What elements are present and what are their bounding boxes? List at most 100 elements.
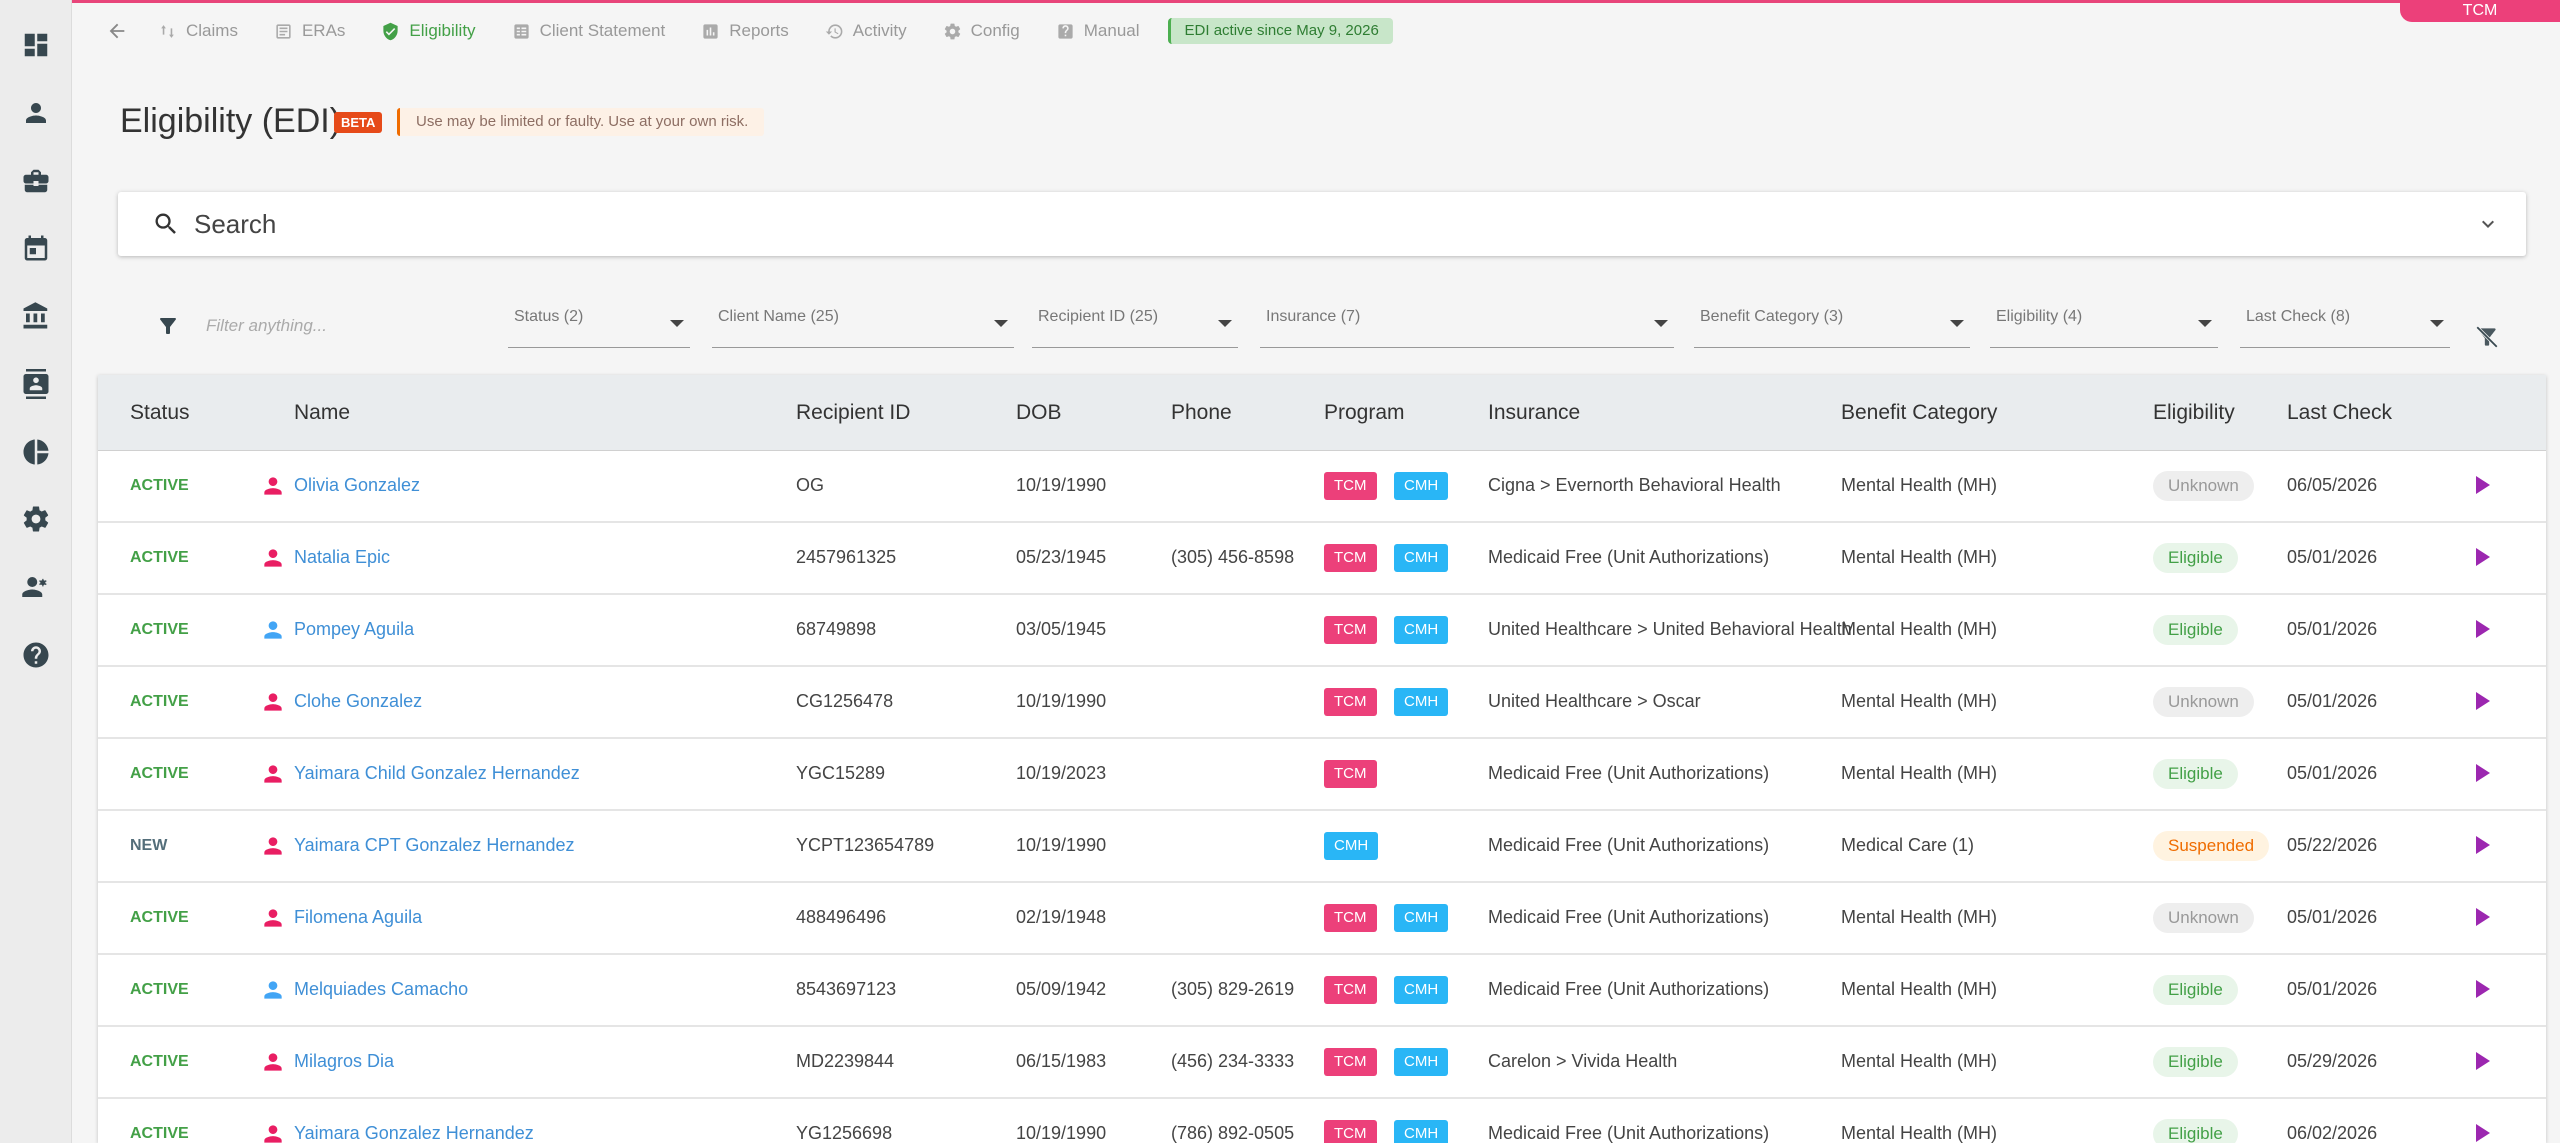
tab-reports[interactable]: Reports (701, 21, 789, 41)
phone: (456) 234-3333 (1171, 1051, 1295, 1071)
table-row[interactable]: ACTIVE Melquiades Camacho 8543697123 05/09/… (98, 955, 2546, 1027)
play-icon[interactable] (2476, 908, 2490, 926)
column-header-last-check[interactable]: Last Check (2287, 401, 2393, 424)
pie-chart-icon[interactable] (18, 434, 54, 470)
dropdown-arrow-icon (1654, 320, 1668, 327)
dob: 10/19/1990 (1016, 691, 1107, 711)
client-name-link[interactable]: Filomena Aguila (294, 907, 423, 927)
benefit-category-filter-select[interactable]: Benefit Category (3) (1694, 298, 1970, 348)
tab-label: Claims (186, 21, 238, 40)
program-tag: CMH (1324, 832, 1379, 860)
person-icon (260, 761, 286, 787)
tab-claims[interactable]: Claims (158, 21, 238, 41)
client-name-link[interactable]: Yaimara CPT Gonzalez Hernandez (294, 835, 575, 855)
column-header-phone[interactable]: Phone (1171, 401, 1232, 424)
insurance-filter-select[interactable]: Insurance (7) (1260, 298, 1674, 348)
last-check-date: 05/01/2026 (2287, 907, 2378, 927)
column-header-status[interactable]: Status (130, 401, 190, 424)
table-row[interactable]: ACTIVE Pompey Aguila 68749898 03/05/1945 TCM… (98, 595, 2546, 667)
recipient-id: YG1256698 (796, 1123, 893, 1143)
tab-activity[interactable]: Activity (825, 21, 907, 41)
play-icon[interactable] (2476, 836, 2490, 854)
top-accent-line (0, 0, 2560, 3)
tab-manual[interactable]: Manual (1056, 21, 1140, 41)
tab-client-statement[interactable]: Client Statement (512, 21, 665, 41)
calendar-icon[interactable] (18, 230, 54, 266)
person-icon (260, 1049, 286, 1075)
insurance: Medicaid Free (Unit Authorizations) (1488, 1123, 1770, 1143)
table-row[interactable]: ACTIVE Filomena Aguila 488496496 02/19/1948… (98, 883, 2546, 955)
program-tag: TCM (1324, 616, 1377, 644)
table-row[interactable]: ACTIVE Yaimara Gonzalez Hernandez YG125669… (98, 1099, 2546, 1143)
status-filter-select[interactable]: Status (2) (508, 298, 690, 348)
play-icon[interactable] (2476, 548, 2490, 566)
column-header-recipient-id[interactable]: Recipient ID (796, 401, 911, 424)
recipient-id: OG (796, 475, 825, 495)
program-tag: TCM (1324, 472, 1377, 500)
column-header-program[interactable]: Program (1324, 401, 1405, 424)
table-row[interactable]: NEW Yaimara CPT Gonzalez Hernandez YCPT123… (98, 811, 2546, 883)
person-icon (260, 977, 286, 1003)
clear-filters-icon[interactable] (2474, 324, 2500, 350)
client-name-link[interactable]: Clohe Gonzalez (294, 691, 423, 711)
tab-eras[interactable]: ERAs (274, 21, 345, 41)
help-icon[interactable] (18, 637, 54, 673)
tab-config[interactable]: Config (943, 21, 1020, 41)
column-header-insurance[interactable]: Insurance (1488, 401, 1581, 424)
person-icon (260, 689, 286, 715)
play-icon[interactable] (2476, 1052, 2490, 1070)
last-check-filter-select[interactable]: Last Check (8) (2240, 298, 2450, 348)
recipient-id-filter-select[interactable]: Recipient ID (25) (1032, 298, 1238, 348)
table-row[interactable]: ACTIVE Olivia Gonzalez OG 10/19/1990 TCM CMH C… (98, 451, 2546, 523)
dropdown-arrow-icon (1218, 320, 1232, 327)
dob: 10/19/1990 (1016, 475, 1107, 495)
column-header-benefit-category[interactable]: Benefit Category (1841, 401, 1998, 424)
play-icon[interactable] (2476, 692, 2490, 710)
briefcase-icon[interactable] (18, 163, 54, 199)
program-corner-tab[interactable]: TCM (2400, 0, 2560, 22)
play-icon[interactable] (2476, 1124, 2490, 1142)
gear-icon[interactable] (18, 501, 54, 537)
client-name-link[interactable]: Melquiades Camacho (294, 979, 469, 999)
person-icon[interactable] (18, 95, 54, 131)
help-book-icon (1058, 23, 1073, 39)
back-arrow-icon[interactable] (100, 14, 134, 48)
contact-card-icon[interactable] (18, 366, 54, 402)
play-icon[interactable] (2476, 764, 2490, 782)
manage-users-icon[interactable] (18, 569, 54, 605)
play-icon[interactable] (2476, 476, 2490, 494)
search-input[interactable]: Search (194, 208, 277, 239)
search-icon (152, 210, 180, 238)
tab-label: Activity (852, 21, 907, 40)
client-name-link[interactable]: Natalia Epic (294, 547, 391, 567)
benefit-category: Mental Health (MH) (1841, 763, 1998, 783)
client-name-link[interactable]: Pompey Aguila (294, 619, 415, 639)
search-bar[interactable]: Search (118, 192, 2526, 256)
recipient-id: 2457961325 (796, 547, 897, 567)
column-header-name[interactable]: Name (294, 401, 351, 424)
dashboard-icon[interactable] (18, 27, 54, 63)
recipient-id: YCPT123654789 (796, 835, 935, 855)
client-name-link[interactable]: Olivia Gonzalez (294, 475, 421, 495)
filter-input[interactable]: Filter anything... (206, 316, 327, 335)
benefit-category: Mental Health (MH) (1841, 1051, 1998, 1071)
eligibility-filter-select[interactable]: Eligibility (4) (1990, 298, 2218, 348)
bank-icon[interactable] (18, 298, 54, 334)
person-icon (260, 617, 286, 643)
client-name-link[interactable]: Yaimara Gonzalez Hernandez (294, 1123, 534, 1143)
table-row[interactable]: ACTIVE Natalia Epic 2457961325 05/23/1945 (3… (98, 523, 2546, 595)
tab-eligibility[interactable]: Eligibility (381, 21, 476, 41)
table-row[interactable]: ACTIVE Yaimara Child Gonzalez Hernandez YG… (98, 739, 2546, 811)
column-header-eligibility[interactable]: Eligibility (2153, 401, 2235, 424)
chevron-down-icon[interactable] (2476, 212, 2500, 236)
insurance: Cigna > Evernorth Behavioral Health (1488, 475, 1781, 495)
play-icon[interactable] (2476, 980, 2490, 998)
column-header-dob[interactable]: DOB (1016, 401, 1062, 424)
client-name-link[interactable]: Yaimara Child Gonzalez Hernandez (294, 763, 580, 783)
play-icon[interactable] (2476, 620, 2490, 638)
table-row[interactable]: ACTIVE Clohe Gonzalez CG1256478 10/19/1990 T… (98, 667, 2546, 739)
client-name-filter-select[interactable]: Client Name (25) (712, 298, 1014, 348)
client-name-link[interactable]: Milagros Dia (294, 1051, 395, 1071)
program-tag: TCM (1324, 1120, 1377, 1143)
table-row[interactable]: ACTIVE Milagros Dia MD2239844 06/15/1983 (45… (98, 1027, 2546, 1099)
